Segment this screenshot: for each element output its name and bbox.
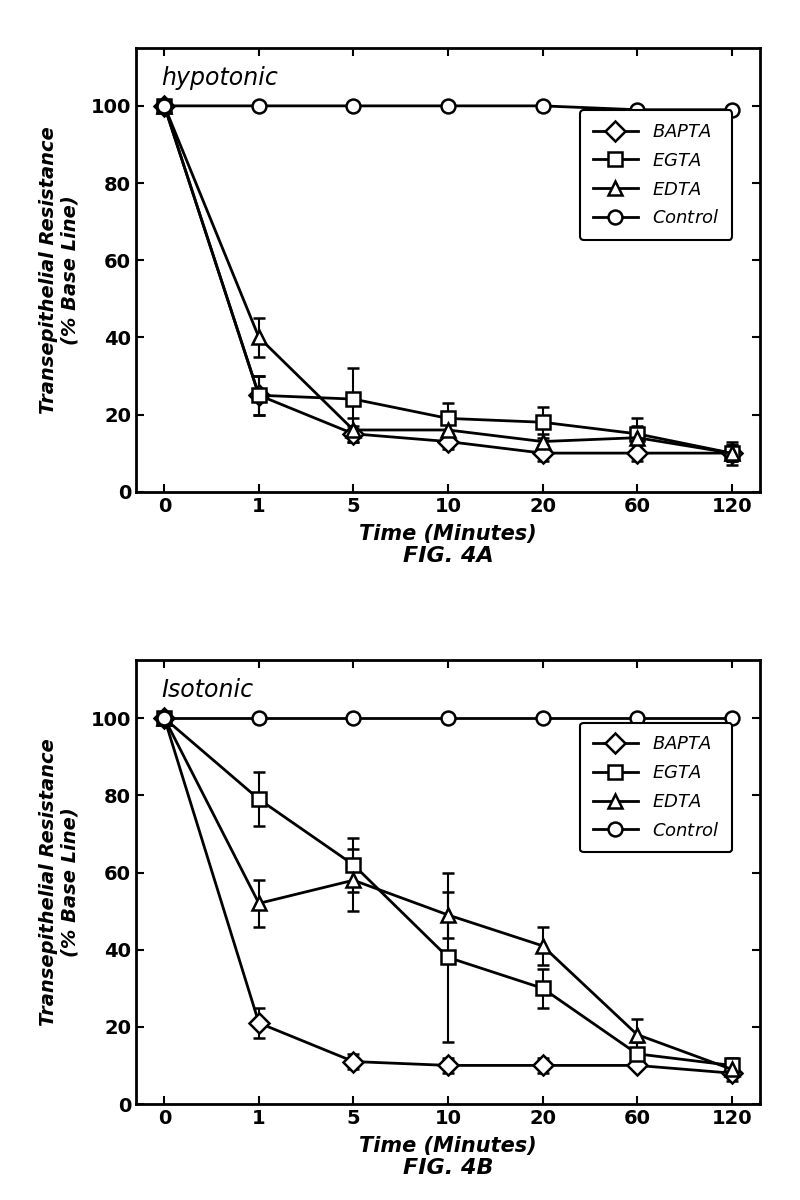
- Y-axis label: Transepithelial Resistance
(% Base Line): Transepithelial Resistance (% Base Line): [38, 738, 80, 1026]
- Text: FIG. 4A: FIG. 4A: [402, 546, 494, 565]
- Y-axis label: Transepithelial Resistance
(% Base Line): Transepithelial Resistance (% Base Line): [38, 126, 80, 414]
- Text: hypotonic: hypotonic: [161, 66, 278, 90]
- Text: FIG. 4B: FIG. 4B: [402, 1158, 494, 1178]
- Legend: $\it{BAPTA}$, $\it{EGTA}$, $\it{EDTA}$, $\it{Control}$: $\it{BAPTA}$, $\it{EGTA}$, $\it{EDTA}$, …: [580, 722, 732, 852]
- Text: Isotonic: Isotonic: [161, 678, 253, 702]
- X-axis label: Time (Minutes): Time (Minutes): [359, 524, 537, 544]
- X-axis label: Time (Minutes): Time (Minutes): [359, 1136, 537, 1156]
- Legend: $\it{BAPTA}$, $\it{EGTA}$, $\it{EDTA}$, $\it{Control}$: $\it{BAPTA}$, $\it{EGTA}$, $\it{EDTA}$, …: [580, 110, 732, 240]
